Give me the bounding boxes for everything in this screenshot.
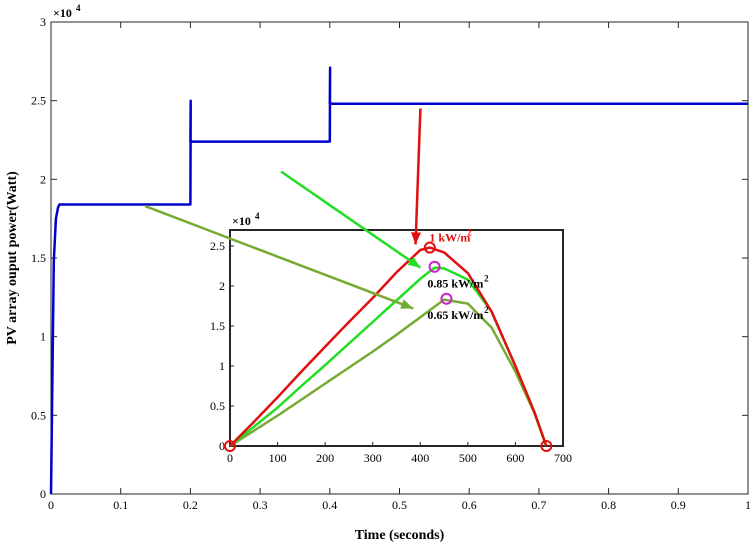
y-tick-label: 1 (40, 330, 46, 344)
inset-y-multiplier: ×10 (232, 214, 251, 228)
x-tick-label: 0.9 (671, 498, 686, 512)
inset-x-tick-label: 600 (506, 451, 524, 465)
inset-x-tick-label: 0 (227, 451, 233, 465)
inset-x-tick-label: 500 (459, 451, 477, 465)
inset-y-multiplier-exp: 4 (255, 211, 260, 221)
x-tick-label: 0.4 (322, 498, 337, 512)
endpoint-marker (540, 440, 553, 452)
inset-x-tick-label: 700 (554, 451, 572, 465)
y-tick-label: 0.5 (31, 408, 46, 422)
endpoint-marker (224, 440, 236, 452)
y-multiplier: ×10 (53, 6, 72, 20)
x-tick-label: 1 (745, 498, 751, 512)
pointer-arrow-head (411, 232, 421, 245)
mpp-marker (428, 260, 441, 273)
y-tick-label: 1.5 (31, 251, 46, 265)
series-label-sup: 2 (467, 228, 472, 238)
inset-x-tick-label: 400 (411, 451, 429, 465)
inset-x-tick-label: 200 (316, 451, 334, 465)
series-label: 0.65 kW/m (427, 308, 483, 322)
x-tick-label: 0.2 (183, 498, 198, 512)
inset-y-tick-label: 2.5 (210, 239, 225, 253)
inset-x-tick-label: 100 (269, 451, 287, 465)
x-tick-label: 0.8 (601, 498, 616, 512)
y-tick-label: 2 (40, 172, 46, 186)
arrows (144, 108, 422, 310)
y-axis-label: PV array ouput power(Watt) (5, 171, 20, 345)
inset-y-tick-label: 1.5 (210, 319, 225, 333)
pointer-arrow-head (407, 256, 421, 268)
y-tick-label: 0 (40, 487, 46, 501)
x-axis-label: Time (seconds) (355, 528, 445, 543)
series-label-sup: 2 (484, 305, 489, 315)
x-tick-label: 0.7 (531, 498, 546, 512)
y-tick-label: 3 (40, 15, 46, 29)
inset-x-tick-label: 300 (364, 451, 382, 465)
series-label: 1 kW/m (429, 231, 470, 245)
x-tick-label: 0.3 (253, 498, 268, 512)
pointer-arrow-line (414, 108, 422, 245)
pointer-arrow-head (400, 299, 414, 309)
pointer-arrow-line (280, 170, 421, 269)
y-multiplier-exp: 4 (76, 3, 81, 13)
series-line-power (49, 66, 748, 495)
pointer-arrow-line (144, 204, 414, 310)
inset-y-tick-label: 2 (219, 279, 225, 293)
y-tick-label: 2.5 (31, 94, 46, 108)
x-tick-label: 0.5 (392, 498, 407, 512)
inset-plot: 0 100 200 300 400 500 600 700 0 0.5 1 1.5 2 2.5 ×10 4 1 … (210, 211, 572, 465)
pv-curve-0 (229, 246, 548, 447)
x-tick-label: 0.1 (113, 498, 128, 512)
inset-y-tick-label: 0.5 (210, 399, 225, 413)
inset-y-tick-label: 1 (219, 359, 225, 373)
series-label: 0.85 kW/m (427, 277, 483, 291)
mpp-marker (440, 292, 453, 305)
series-label-sup: 2 (484, 274, 489, 284)
inset-y-tick-label: 0 (219, 439, 225, 453)
pv-curve-2 (229, 298, 548, 448)
mpp-marker (423, 241, 436, 254)
x-tick-label: 0.6 (462, 498, 477, 512)
x-tick-label: 0 (48, 498, 54, 512)
